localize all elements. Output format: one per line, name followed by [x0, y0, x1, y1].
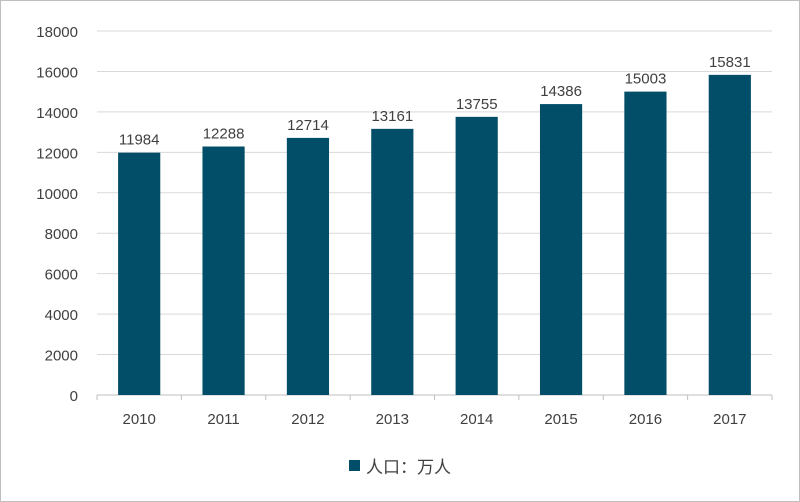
data-label: 12288: [203, 126, 245, 143]
data-label: 13161: [371, 108, 413, 125]
data-label: 14386: [540, 83, 582, 100]
x-tick-label: 2014: [460, 411, 493, 428]
x-tick-label: 2016: [629, 411, 662, 428]
bar: [202, 146, 245, 395]
chart-legend: 人口：万人: [1, 453, 799, 478]
bar: [371, 128, 414, 395]
y-tick-label: 4000: [45, 307, 78, 324]
bar-chart: 0 2000 4000 6000 8000 10000 12000 14000 16000 180…: [36, 24, 773, 428]
y-tick-label: 12000: [36, 145, 78, 162]
bar: [286, 137, 330, 396]
bar: [539, 104, 583, 395]
data-label: 13755: [456, 96, 498, 113]
y-tick-label: 0: [70, 388, 78, 405]
y-tick-label: 10000: [36, 186, 78, 203]
y-tick-label: 2000: [45, 348, 78, 365]
x-tick-label: 2015: [544, 411, 577, 428]
y-tick-label: 16000: [36, 64, 78, 81]
data-label: 11984: [119, 132, 160, 149]
bar: [118, 152, 161, 395]
x-tick-label: 2010: [123, 411, 156, 428]
data-label: 15003: [625, 71, 667, 88]
x-tick-label: 2011: [207, 411, 239, 428]
y-tick-label: 6000: [45, 267, 78, 284]
x-tick-label: 2017: [713, 411, 746, 428]
y-tick-label: 8000: [45, 226, 78, 243]
x-tick-label: 2013: [376, 411, 409, 428]
data-label: 12714: [287, 117, 329, 134]
y-tick-label: 14000: [36, 105, 78, 122]
bar: [624, 91, 667, 395]
y-tick-label: 18000: [36, 24, 78, 41]
x-tick-label: 2012: [291, 411, 324, 428]
bar: [708, 74, 751, 395]
data-label: 15831: [709, 54, 751, 71]
bar: [455, 116, 498, 396]
legend-swatch: [349, 460, 360, 471]
legend-label: 人口：万人: [366, 458, 451, 478]
